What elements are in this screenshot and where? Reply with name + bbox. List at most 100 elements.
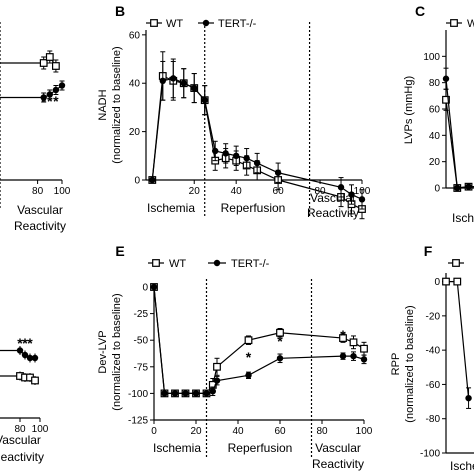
legend-marker-tert [213,259,221,267]
series-0-line [445,99,474,189]
data-point [442,95,450,104]
significance-asterisk: * [22,335,28,351]
data-point [51,62,60,70]
data-point [243,155,250,162]
y-axis-label: RPP [390,353,402,376]
region-label: Vascular [17,203,63,217]
data-point [213,362,221,371]
legend-label: W [467,18,474,30]
data-point [150,283,158,291]
data-point [465,183,472,190]
data-point [26,354,34,362]
legend-marker [452,259,460,267]
significance-asterisk: * [47,93,53,109]
data-point [442,277,450,286]
y-tick-label: -40 [426,346,441,357]
data-point [201,96,208,104]
data-point [339,334,347,342]
y-axis-label: LVPs (mmHg) [403,76,415,144]
data-point [46,91,53,98]
data-point [40,94,47,101]
region-label: Vascular [0,433,41,447]
data-point [212,147,219,155]
data-point [171,390,179,397]
series-1-line [445,78,474,189]
data-point [274,169,282,176]
x-tick-label: 100 [32,424,49,435]
data-point [21,351,29,359]
significance-asterisk: * [277,333,283,349]
legend-label: WT [169,258,186,270]
y-tick-label: -25 [134,309,149,320]
y-tick-label: 60 [429,105,441,116]
x-tick-label: 60 [274,426,286,437]
panel-label: B [115,3,125,19]
data-point [276,355,284,362]
y-tick-label: 40 [429,131,441,142]
data-point [465,394,472,402]
x-tick-label: 20 [189,186,201,197]
x-tick-label: 40 [232,426,244,437]
region-label: Reperfusion [228,441,293,455]
data-point [161,390,168,397]
region-label: Vascular [310,191,356,205]
data-point [159,77,166,85]
region-label: Ische [450,459,474,473]
data-point [360,356,368,363]
data-point [45,53,54,61]
data-point [350,352,357,360]
y-tick-label: -75 [134,362,149,373]
region-label: Reactivity [307,206,359,220]
y-axis-label: NADH [97,89,109,120]
y-tick-label: 0 [134,176,140,187]
y-tick-label: -60 [426,380,441,391]
data-point [349,338,358,347]
y-tick-label: -100 [128,389,148,400]
y-tick-label: 40 [129,79,141,90]
data-point [442,75,450,82]
x-tick-label: 20 [190,426,202,437]
data-point [232,152,240,160]
significance-asterisk: * [41,93,47,109]
significance-asterisk: * [53,93,59,109]
series-0-line [446,280,470,399]
series-1-line [153,286,365,394]
y-tick-label: 20 [429,157,441,168]
significance-asterisk: * [246,349,252,365]
significance-asterisk: * [340,327,346,343]
data-point [222,150,229,157]
legend-marker-wt [150,19,158,27]
y-tick-label: 80 [429,78,441,89]
region-label: Ischemia [147,201,195,215]
y-tick-label: -100 [420,449,440,460]
data-point [192,390,200,397]
y-tick-label: 60 [129,30,141,41]
data-point [39,59,48,67]
legend-label: TERT-/- [218,18,257,30]
data-point [454,184,461,192]
y-axis-label: Dev-LVP [97,330,109,373]
legend-label: TERT-/- [231,258,270,270]
legend-marker-wt [152,259,160,267]
significance-asterisk: * [17,335,23,351]
y-tick-label: 20 [129,127,141,138]
panel-label: C [415,3,425,19]
region-label: Reperfusion [221,201,286,215]
y-tick-label: 0 [434,184,440,195]
data-point [453,277,462,286]
x-tick-label: 80 [14,424,26,435]
y-tick-label: 100 [423,52,440,63]
data-point [209,388,216,395]
x-tick-label: 100 [356,426,373,437]
data-point [339,352,347,360]
data-point [213,377,221,384]
data-point [170,75,177,82]
data-point [244,336,253,345]
data-point [58,82,66,89]
data-point [253,159,261,167]
legend-label: WT [166,18,183,30]
y-tick-label: -20 [426,311,441,322]
region-label: Reactivity [14,219,66,233]
panel-label: E [115,243,124,259]
